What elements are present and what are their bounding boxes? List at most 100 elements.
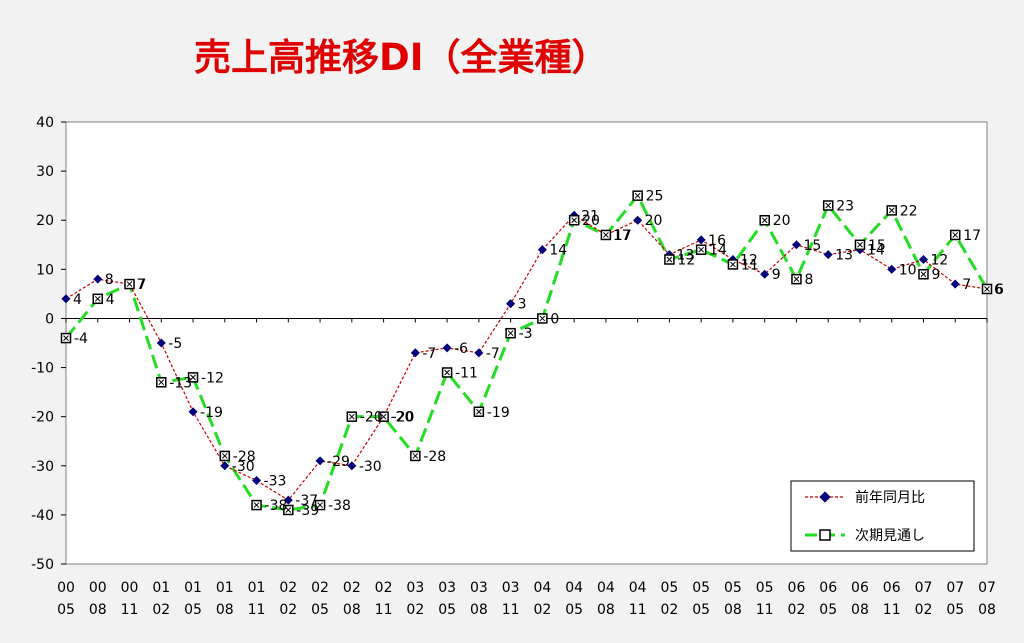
data-label-forecast: 0 (550, 311, 559, 327)
x-tick-label-year: 01 (184, 580, 202, 596)
x-tick-label-month: 02 (533, 602, 551, 618)
legend: 前年同月比 次期見通し (790, 480, 975, 552)
series-line-yoy (65, 214, 988, 501)
x-tick-label-month: 11 (883, 602, 901, 618)
x-tick-label-month: 08 (597, 602, 615, 618)
data-label-yoy: 13 (835, 248, 853, 264)
y-tick-label: 10 (36, 262, 54, 278)
data-label-forecast: 20 (582, 213, 600, 229)
x-tick-label-year: 06 (883, 580, 901, 596)
x-tick-label-year: 02 (343, 580, 361, 596)
legend-label-forecast: 次期見通し (855, 528, 925, 544)
marker-yoy (156, 338, 166, 348)
marker-forecast-cross (285, 507, 292, 513)
y-tick-label: 20 (36, 213, 54, 229)
x-tick-label-year: 00 (89, 580, 107, 596)
marker-yoy (760, 269, 770, 279)
data-label-yoy: -5 (168, 336, 182, 352)
marker-forecast-cross (317, 502, 323, 508)
x-tick-label-year: 07 (978, 580, 996, 596)
x-tick-label-month: 11 (121, 602, 139, 618)
data-label-yoy: -33 (264, 474, 287, 490)
x-tick-label-year: 05 (756, 580, 774, 596)
data-label-yoy: -20 (391, 410, 414, 426)
x-tick-label-month: 08 (470, 602, 488, 618)
data-label-forecast: -11 (455, 365, 478, 381)
data-label-forecast: 17 (963, 228, 981, 244)
data-label-forecast: 11 (741, 257, 759, 273)
x-tick-label-year: 06 (788, 580, 806, 596)
data-label-yoy: 16 (708, 233, 726, 249)
data-label-forecast: -38 (265, 498, 288, 514)
marker-forecast-cross (730, 261, 736, 268)
marker-forecast-cross (158, 379, 165, 386)
x-tick-label-month: 05 (692, 602, 710, 618)
x-tick-label-year: 02 (311, 580, 329, 596)
data-label-forecast: 14 (709, 243, 727, 259)
data-label-forecast: 9 (931, 267, 940, 283)
x-tick-label-month: 05 (438, 602, 456, 618)
data-label-yoy: -7 (486, 346, 500, 362)
marker-forecast-cross (825, 202, 832, 209)
data-label-yoy: 20 (645, 213, 663, 229)
marker-forecast-cross (348, 413, 355, 420)
data-label-forecast: -28 (233, 449, 256, 465)
data-label-yoy: 4 (73, 292, 82, 308)
x-tick-label-year: 04 (629, 580, 647, 596)
x-tick-label-month: 02 (406, 602, 424, 618)
x-tick-label-year: 01 (216, 580, 234, 596)
marker-forecast-cross (634, 192, 641, 199)
x-tick-label-month: 02 (152, 602, 170, 618)
data-label-yoy: 13 (676, 248, 694, 264)
x-tick-label-year: 02 (279, 580, 297, 596)
data-label-forecast: -28 (423, 449, 446, 465)
data-label-forecast: -20 (360, 410, 383, 426)
marker-forecast-cross (412, 453, 419, 459)
marker-forecast-cross (444, 369, 450, 376)
y-tick-label: 0 (45, 311, 54, 327)
data-label-yoy: -30 (359, 459, 382, 475)
data-label-yoy: 12 (930, 253, 948, 269)
data-label-forecast: -39 (296, 503, 319, 519)
data-label-yoy: 9 (772, 267, 781, 283)
marker-forecast-cross (539, 315, 546, 322)
y-tick-label: -40 (31, 508, 54, 524)
marker-forecast-cross (507, 330, 514, 337)
x-tick-label-month: 05 (184, 602, 202, 618)
x-tick-label-month: 11 (502, 602, 520, 618)
x-tick-label-month: 08 (89, 602, 107, 618)
data-label-forecast: -20 (392, 410, 415, 426)
data-label-yoy: 7 (137, 277, 146, 293)
data-label-forecast: 23 (836, 198, 854, 214)
marker-forecast-cross (476, 408, 482, 415)
marker-forecast-cross (126, 281, 133, 287)
data-label-forecast: 6 (995, 282, 1004, 298)
data-label-yoy: -29 (327, 454, 350, 470)
data-label-forecast: -13 (169, 375, 192, 391)
x-tick-label-year: 01 (152, 580, 170, 596)
x-tick-label-year: 04 (533, 580, 551, 596)
x-tick-label-month: 05 (946, 602, 964, 618)
x-tick-label-month: 02 (788, 602, 806, 618)
data-label-yoy: -7 (422, 346, 436, 362)
marker-yoy (220, 461, 230, 471)
data-label-yoy: -30 (232, 459, 255, 475)
marker-yoy (252, 475, 262, 486)
data-label-yoy: 6 (994, 282, 1003, 298)
legend-marker-forecast (819, 529, 831, 541)
x-tick-label-month: 05 (819, 602, 837, 618)
x-tick-label-year: 01 (248, 580, 266, 596)
data-label-forecast: -3 (519, 326, 533, 342)
data-label-yoy: 12 (740, 253, 758, 269)
marker-forecast-cross (793, 276, 800, 283)
x-tick-label-month: 11 (629, 602, 647, 618)
marker-forecast-cross (698, 246, 705, 253)
data-label-forecast: -38 (328, 498, 351, 514)
legend-label-yoy: 前年同月比 (855, 489, 925, 506)
marker-yoy (93, 274, 103, 284)
data-label-forecast: -19 (487, 405, 510, 421)
data-label-forecast: -4 (74, 331, 88, 347)
marker-forecast-cross (666, 256, 673, 263)
x-tick-label-year: 06 (819, 580, 837, 596)
